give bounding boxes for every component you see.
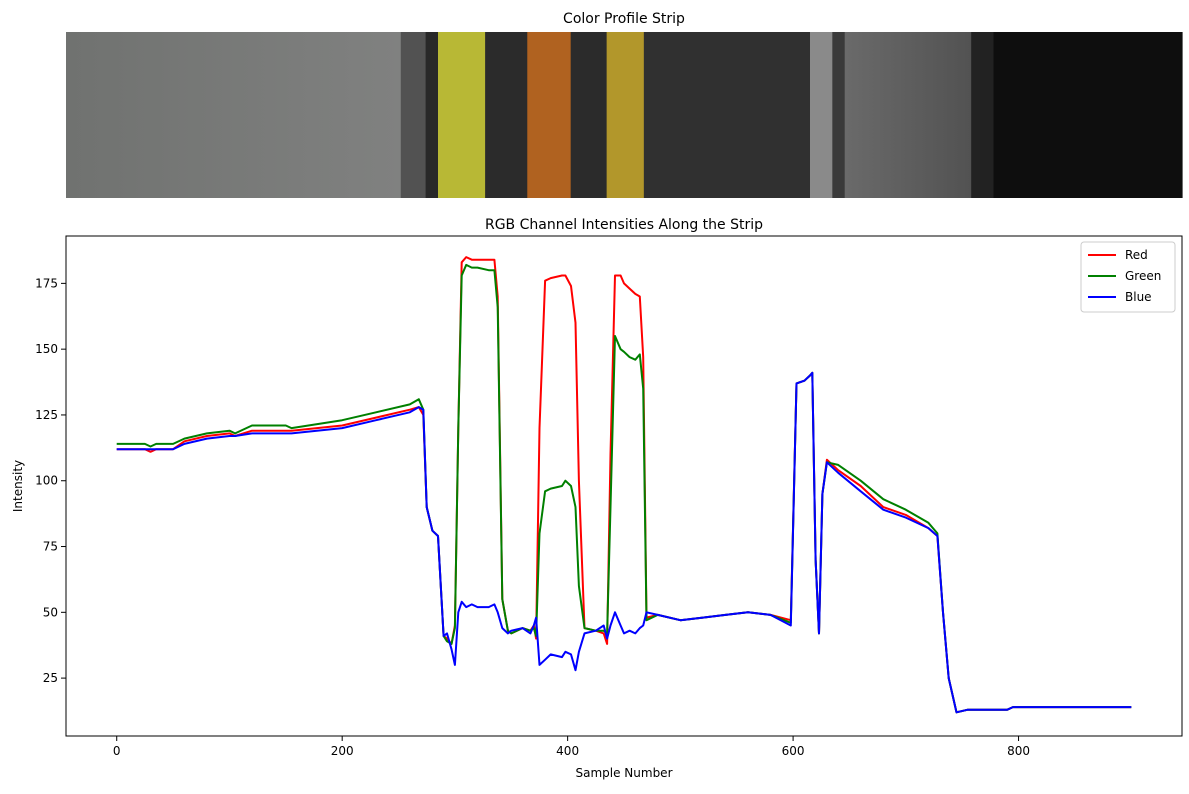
y-axis-ticks: 25 50 75 100 125 150 175 [35, 276, 66, 685]
y-axis-label: Intensity [11, 460, 25, 512]
x-tick-label: 600 [782, 744, 805, 758]
line-plot [116, 256, 1132, 714]
color-strip [66, 32, 1183, 198]
y-tick-label: 125 [35, 408, 58, 422]
strip-segment [570, 32, 608, 198]
x-axis-ticks: 0 200 400 600 800 [113, 736, 1030, 758]
strip-segment [438, 32, 486, 198]
series-line-blue [116, 371, 1132, 714]
y-tick-label: 150 [35, 342, 58, 356]
strip-segment [527, 32, 572, 198]
y-tick-label: 100 [35, 474, 58, 488]
strip-segment [832, 32, 846, 198]
y-tick-label: 75 [43, 540, 58, 554]
legend-label-green: Green [1125, 269, 1161, 283]
chart-title: RGB Channel Intensities Along the Strip [485, 217, 763, 233]
legend: Red Green Blue [1080, 241, 1176, 313]
y-tick-label: 175 [35, 276, 58, 290]
x-tick-label: 0 [113, 744, 121, 758]
legend-label-blue: Blue [1125, 290, 1152, 304]
strip-segment [643, 32, 811, 198]
x-tick-label: 200 [331, 744, 354, 758]
strip-segment [485, 32, 528, 198]
y-tick-label: 50 [43, 605, 58, 619]
strip-segment [810, 32, 833, 198]
plot-frame [65, 235, 1183, 737]
x-tick-label: 800 [1007, 744, 1030, 758]
strip-segment [66, 32, 402, 198]
strip-segment [606, 32, 645, 198]
legend-label-red: Red [1125, 248, 1148, 262]
y-tick-label: 25 [43, 671, 58, 685]
series-line-green [116, 263, 1132, 714]
x-tick-label: 400 [556, 744, 579, 758]
strip-segment [425, 32, 439, 198]
strip-segment [971, 32, 995, 198]
strip-segment [400, 32, 427, 198]
x-axis-label: Sample Number [575, 766, 672, 780]
series-line-red [116, 256, 1132, 714]
legend-box [1080, 241, 1176, 313]
strip-segment [993, 32, 1183, 198]
strip-title: Color Profile Strip [563, 11, 685, 27]
strip-segment [844, 32, 972, 198]
